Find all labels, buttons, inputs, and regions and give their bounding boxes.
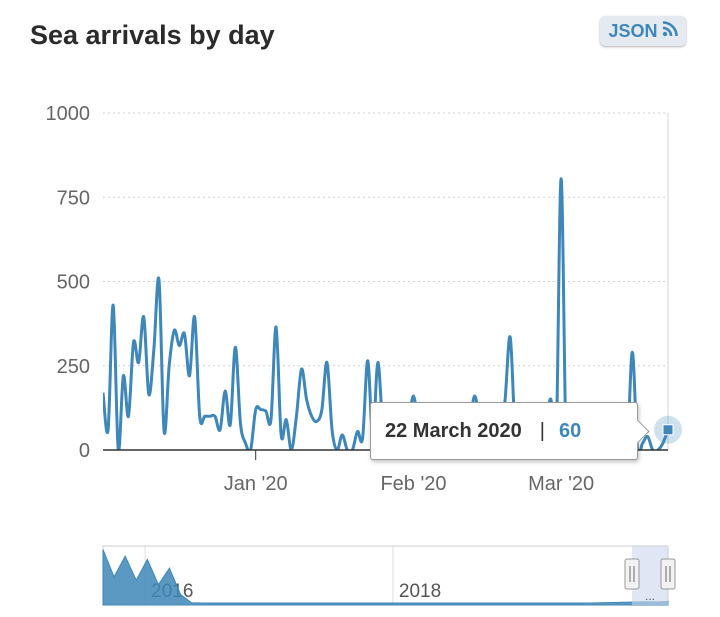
y-tick-label: 0 (79, 440, 90, 462)
json-label: JSON (608, 20, 658, 41)
hover-point-marker[interactable] (662, 424, 674, 436)
chart-title: Sea arrivals by day (30, 20, 275, 50)
rss-icon (662, 20, 678, 42)
x-tick-label: Jan '20 (224, 473, 288, 495)
x-tick-label: Feb '20 (380, 473, 446, 495)
y-tick-label: 750 (57, 187, 90, 209)
tooltip: 22 March 2020 | 60 (370, 402, 650, 460)
tooltip-date: 22 March 2020 (385, 419, 522, 442)
navigator-tick-label: 2018 (399, 581, 441, 602)
navigator-series (102, 549, 669, 606)
navigator-ellipsis: ... (645, 589, 655, 603)
x-tick-label: Mar '20 (528, 473, 594, 495)
y-tick-label: 250 (57, 356, 90, 378)
tooltip-separator: | (539, 419, 545, 442)
y-tick-label: 1000 (46, 103, 91, 125)
navigator-handle-right[interactable] (660, 558, 676, 590)
y-tick-label: 500 (57, 272, 90, 294)
tooltip-value: 60 (558, 419, 582, 442)
navigator-handle-left[interactable] (624, 558, 640, 590)
json-export-button[interactable]: JSON (600, 16, 686, 46)
